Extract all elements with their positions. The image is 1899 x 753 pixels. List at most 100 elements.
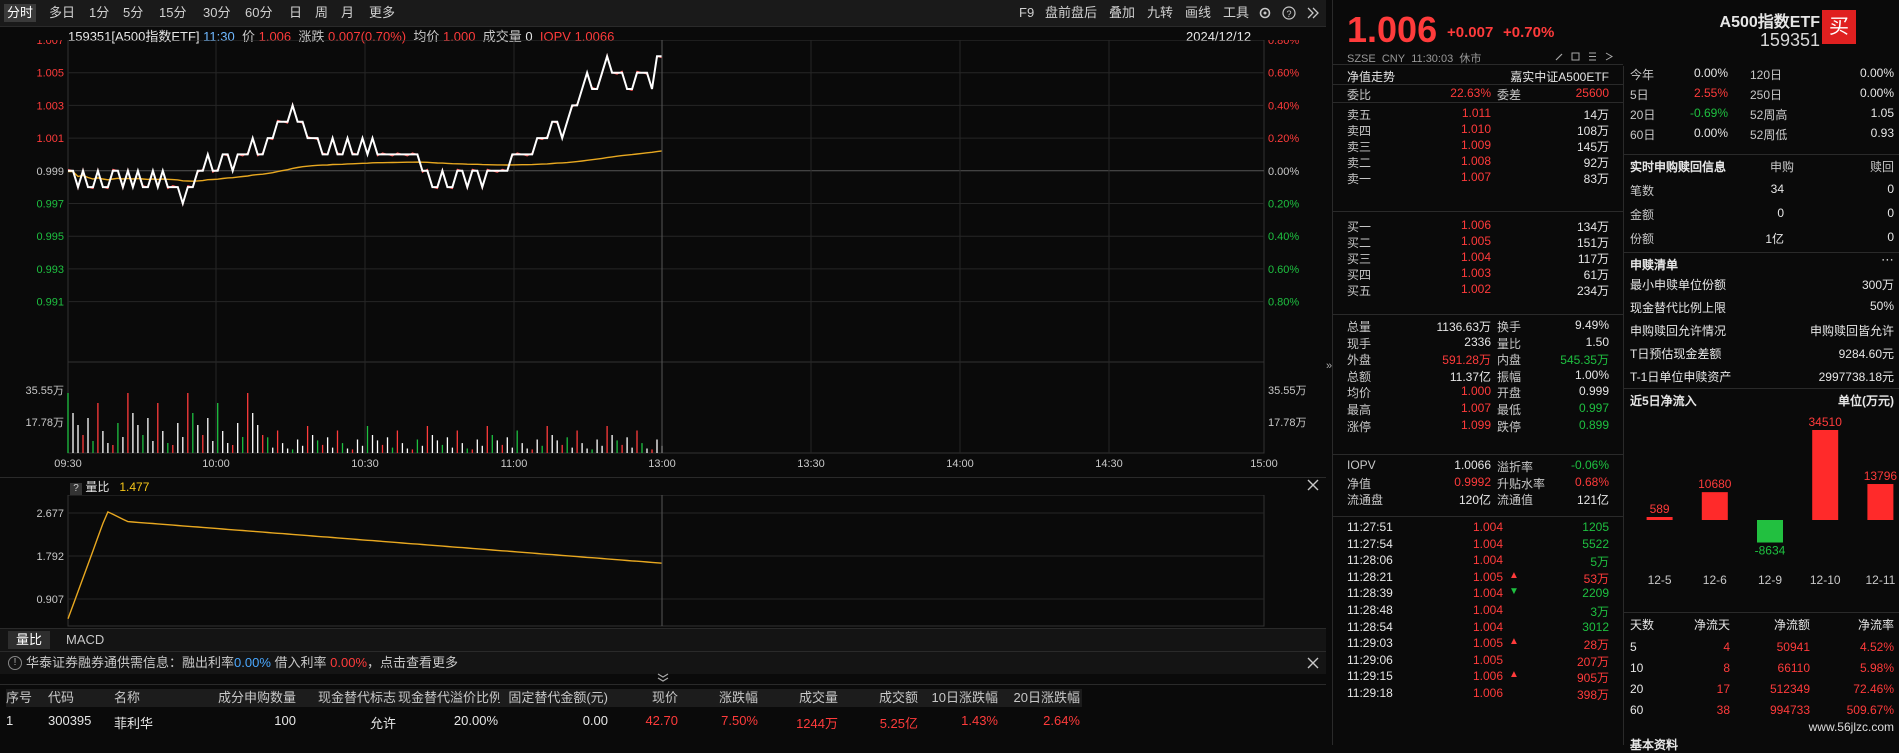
- tick-time: 11:27:51: [1347, 520, 1393, 534]
- help-icon[interactable]: ?: [70, 483, 82, 495]
- flow-table-cell: 4: [1723, 640, 1730, 654]
- indicator-frame: [67, 495, 1265, 627]
- order-level-volume: 134万: [1576, 220, 1609, 234]
- stat-value: 2336: [1464, 334, 1491, 349]
- stat-label: 溢折率: [1497, 460, 1534, 474]
- margin-notice-bar[interactable]: ! 华泰证券融券通供需信息：融出利率0.00% 借入利率 0.00%，点击查看更…: [0, 651, 1326, 674]
- tick-price: 1.005: [1473, 636, 1504, 651]
- order-level-volume: 83万: [1583, 172, 1609, 186]
- arrow-up-icon: ▲: [1509, 669, 1519, 681]
- price-tick-label: 0.991: [36, 297, 64, 309]
- period-tab-day[interactable]: 日: [289, 5, 303, 20]
- stat-label: 跌停: [1497, 419, 1522, 434]
- tick-volume: 53万: [1583, 571, 1609, 586]
- stat-label: 52周低: [1750, 128, 1788, 142]
- stat-value: 1.000: [1460, 384, 1491, 399]
- order-level-label: 买一: [1347, 220, 1372, 234]
- market-status: 休市: [1459, 53, 1482, 65]
- flow-table-cell: 5: [1630, 640, 1637, 654]
- table-cell: 5.25亿: [879, 716, 918, 731]
- period-tab-intraday[interactable]: 分时: [4, 4, 37, 22]
- pcf-row-label: 现金替代比例上限: [1630, 301, 1727, 315]
- expand-chevron-icon[interactable]: [656, 673, 670, 683]
- time-tick-label: 11:00: [501, 458, 528, 470]
- period-tab-60min[interactable]: 60分: [245, 5, 273, 20]
- stat-label: 最低: [1497, 403, 1522, 417]
- tab-volume-ratio[interactable]: 量比: [8, 631, 51, 649]
- tick-volume: 3012: [1582, 619, 1609, 634]
- nav-trend-link[interactable]: 净值走势: [1347, 70, 1396, 84]
- pre-post-market-button[interactable]: 盘前盘后: [1045, 5, 1098, 20]
- table-header-cell: 20日涨跌幅: [1000, 689, 1082, 707]
- table-cell: 1244万: [796, 716, 838, 731]
- price-tick-label: 1.007: [36, 40, 64, 47]
- nine-turn-button[interactable]: 九转: [1147, 5, 1174, 20]
- buy-button[interactable]: 买: [1822, 10, 1856, 44]
- intraday-chart[interactable]: 1.007 1.005 1.003 1.001 0.999 0.997 0.995 0.993…: [0, 40, 1326, 480]
- tools-button[interactable]: 工具: [1223, 5, 1250, 20]
- time-tick-label: 14:30: [1095, 458, 1123, 470]
- stat-label: 换手: [1497, 320, 1522, 334]
- tab-macd[interactable]: MACD: [66, 632, 105, 647]
- indicator-divider: [0, 477, 1326, 478]
- period-tab-more[interactable]: 更多: [369, 5, 396, 20]
- indicator-tick-label: 2.677: [36, 508, 64, 520]
- expand-panel-icon[interactable]: »: [1326, 360, 1333, 372]
- indicator-header: ? 量比 1.477: [70, 479, 149, 495]
- table-header-cell: 固定替代金额(元): [500, 689, 610, 707]
- tick-volume: 207万: [1576, 654, 1609, 669]
- period-tab-5min[interactable]: 5分: [123, 5, 144, 20]
- last-price: 1.006: [1347, 9, 1438, 50]
- table-cell: 2.64%: [1043, 713, 1080, 728]
- stat-label: 60日: [1630, 128, 1656, 142]
- period-tab-30min[interactable]: 30分: [203, 5, 231, 20]
- pcf-row-value: 300万: [1861, 278, 1894, 292]
- flow-title: 近5日净流入: [1630, 394, 1697, 408]
- divider: [1333, 64, 1623, 65]
- stat-value: 1136.63万: [1436, 320, 1492, 334]
- draw-line-button[interactable]: 画线: [1185, 5, 1212, 20]
- flow-table-cell: 512349: [1769, 682, 1810, 696]
- panel-tool-icons[interactable]: [1554, 50, 1616, 62]
- pct-tick-label: 0.60%: [1268, 264, 1299, 276]
- security-code: 159351: [1759, 30, 1820, 50]
- period-tab-1min[interactable]: 1分: [89, 5, 110, 20]
- period-tab-15min[interactable]: 15分: [159, 5, 187, 20]
- table-cell: 允许: [369, 716, 396, 731]
- tick-time: 11:28:48: [1347, 603, 1393, 617]
- pct-tick-label: 0.80%: [1268, 297, 1299, 309]
- order-level-label: 买四: [1347, 268, 1372, 282]
- tick-volume: 28万: [1583, 638, 1609, 653]
- inflow-bar-label: 34510: [1809, 415, 1843, 429]
- close-icon[interactable]: [1306, 656, 1320, 670]
- flow-table-cell: 50941: [1776, 640, 1810, 654]
- period-tab-multiday[interactable]: 多日: [49, 5, 76, 20]
- constituents-table: 序号 代码 名称 成分申购数量 现金替代标志 现金替代溢价比例 固定替代金额(元) 现价 涨跌幅…: [0, 684, 1326, 746]
- pct-tick-label: 0.40%: [1268, 100, 1299, 112]
- period-tab-week[interactable]: 周: [315, 5, 329, 20]
- tick-price: 1.005: [1473, 569, 1504, 584]
- volume-ratio-chart[interactable]: 2.677 1.792 0.907: [0, 495, 1326, 627]
- period-tab-month[interactable]: 月: [341, 5, 355, 20]
- gear-icon[interactable]: [1258, 6, 1272, 20]
- help-icon[interactable]: ?: [1282, 6, 1296, 20]
- collapse-chevron-icon[interactable]: [1306, 7, 1320, 19]
- order-level-label: 买二: [1347, 236, 1372, 250]
- f9-button[interactable]: F9: [1019, 5, 1035, 20]
- overlay-button[interactable]: 叠加: [1109, 5, 1136, 20]
- price-tick-label: 1.001: [36, 133, 64, 145]
- arrow-up-icon: ▲: [1509, 636, 1519, 648]
- net-inflow-chart[interactable]: 589 12-5 10680 12-6 -8634 12-9 34510 12-10 13796…: [1624, 406, 1899, 590]
- pcf-row-label: T日预估现金差额: [1630, 347, 1722, 361]
- flow-table-cell: 4.52%: [1859, 640, 1894, 654]
- inflow-bar-label: 589: [1650, 502, 1670, 516]
- tick-price: 1.004: [1473, 619, 1504, 634]
- more-icon[interactable]: ⋯: [1881, 252, 1894, 267]
- stat-label: 流通盘: [1347, 493, 1384, 508]
- order-level-volume: 234万: [1576, 284, 1609, 298]
- inflow-date-label: 12-5: [1648, 573, 1672, 587]
- close-icon[interactable]: [1306, 478, 1320, 492]
- volume-tick-label: 17.78万: [1268, 417, 1307, 429]
- market-info: SZSE CNY 11:30:03 休市: [1347, 50, 1481, 66]
- notice-text-1: 华泰证券融券通供需信息：融出利率: [26, 655, 235, 670]
